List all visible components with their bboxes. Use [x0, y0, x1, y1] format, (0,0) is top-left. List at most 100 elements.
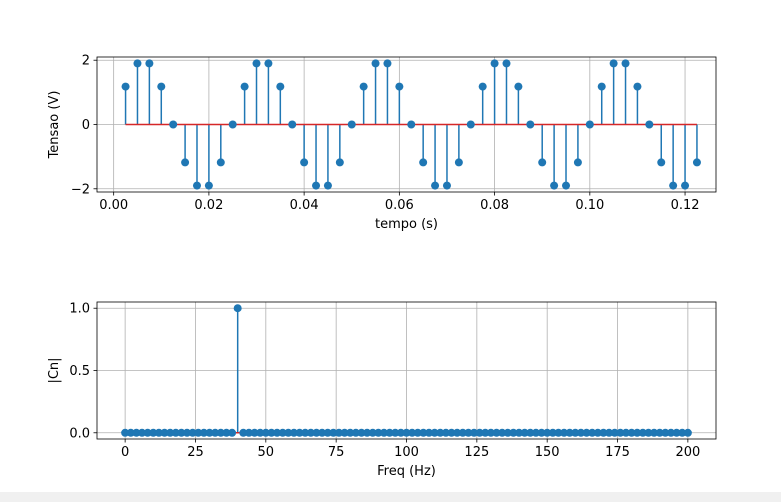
stem-marker — [402, 428, 411, 437]
stem-marker — [470, 428, 479, 437]
stem-marker — [379, 428, 388, 437]
y-tick-label: 0.5 — [69, 364, 90, 379]
stem-marker — [447, 428, 456, 437]
stem-marker — [481, 428, 490, 437]
stem-marker — [300, 158, 309, 167]
x-tick-label: 0.08 — [480, 198, 509, 213]
stem-marker — [430, 428, 439, 437]
stem-marker — [588, 428, 597, 437]
stem-marker — [593, 428, 602, 437]
stem-marker — [627, 428, 636, 437]
stem-marker — [672, 428, 681, 437]
stem-marker — [273, 428, 282, 437]
stem-marker — [419, 428, 428, 437]
stem-marker — [466, 120, 475, 129]
y-tick-label: −2 — [71, 182, 90, 197]
stem-marker — [301, 428, 310, 437]
stem-marker — [222, 428, 231, 437]
x-tick-label: 0.12 — [671, 198, 700, 213]
stem-marker — [560, 428, 569, 437]
stem-marker — [633, 82, 642, 91]
x-tick-label: 25 — [187, 445, 204, 460]
stem-marker — [486, 428, 495, 437]
stem-marker — [240, 82, 249, 91]
stem-marker — [666, 428, 675, 437]
stem-marker — [166, 428, 175, 437]
stem-marker — [678, 428, 687, 437]
stem-marker — [363, 428, 372, 437]
stem-marker — [288, 120, 297, 129]
stem-marker — [335, 158, 344, 167]
stem-marker — [609, 59, 618, 68]
stem-marker — [244, 428, 253, 437]
stem-marker — [464, 428, 473, 437]
stem-marker — [318, 428, 327, 437]
stem-marker — [323, 428, 332, 437]
stem-marker — [562, 181, 571, 190]
stem-marker — [391, 428, 400, 437]
stem-marker — [171, 428, 180, 437]
stem-marker — [228, 120, 237, 129]
stem-marker — [669, 181, 678, 190]
stem-marker — [638, 428, 647, 437]
stem-marker — [250, 428, 259, 437]
stem-marker — [239, 428, 248, 437]
stem-marker — [458, 428, 467, 437]
stem-marker — [597, 82, 606, 91]
stem-marker — [683, 428, 692, 437]
stem-marker — [582, 428, 591, 437]
stem-marker — [492, 428, 501, 437]
stem-marker — [419, 158, 428, 167]
stem-marker — [216, 428, 225, 437]
stem-marker — [295, 428, 304, 437]
stem-marker — [550, 181, 559, 190]
stem-marker — [605, 428, 614, 437]
stem-marker — [334, 428, 343, 437]
x-tick-label: 0.04 — [290, 198, 319, 213]
stem-marker — [661, 428, 670, 437]
stem-marker — [385, 428, 394, 437]
stem-marker — [554, 428, 563, 437]
stem-marker — [211, 428, 220, 437]
stem-marker — [407, 120, 416, 129]
stem-marker — [145, 59, 154, 68]
stem-marker — [573, 158, 582, 167]
stem-marker — [650, 428, 659, 437]
x-tick-label: 0.02 — [194, 198, 223, 213]
stem-marker — [413, 428, 422, 437]
stem-marker — [276, 82, 285, 91]
stem-marker — [121, 428, 130, 437]
x-tick-label: 50 — [258, 445, 275, 460]
y-tick-label: 0.0 — [69, 426, 90, 441]
stem-marker — [199, 428, 208, 437]
stem-marker — [133, 59, 142, 68]
stem-marker — [359, 82, 368, 91]
stem-marker — [538, 158, 547, 167]
stem-marker — [526, 428, 535, 437]
stem-marker — [537, 428, 546, 437]
y-axis-label: Tensao (V) — [47, 91, 62, 160]
stem-marker — [312, 181, 321, 190]
x-tick-label: 125 — [464, 445, 489, 460]
x-tick-label: 175 — [605, 445, 630, 460]
stem-marker — [177, 428, 186, 437]
stem-marker — [425, 428, 434, 437]
stem-marker — [396, 428, 405, 437]
x-tick-label: 0 — [121, 445, 129, 460]
stem-marker — [306, 428, 315, 437]
stem-marker — [346, 428, 355, 437]
stem-marker — [531, 428, 540, 437]
x-tick-label: 0.00 — [99, 198, 128, 213]
stem-marker — [644, 428, 653, 437]
stem-marker — [453, 428, 462, 437]
stem-marker — [351, 428, 360, 437]
stem-marker — [395, 82, 404, 91]
stem-marker — [228, 428, 237, 437]
stem-marker — [347, 120, 356, 129]
stem-marker — [408, 428, 417, 437]
stem-marker — [520, 428, 529, 437]
stem-marker — [526, 120, 535, 129]
stem-marker — [565, 428, 574, 437]
stem-marker — [371, 59, 380, 68]
